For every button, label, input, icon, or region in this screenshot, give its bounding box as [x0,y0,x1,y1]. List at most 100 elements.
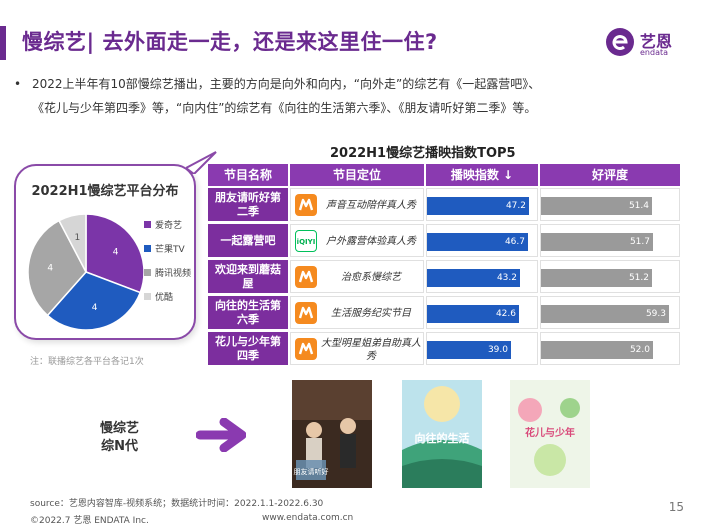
poster-caption: 朋友请听好 [294,467,329,476]
pie-slice [27,219,87,317]
table-title: 2022H1慢综艺播映指数TOP5 [330,146,516,161]
table-row: 一起露营吧 iQIYI 户外露营体验真人秀 46.7 51.7 [208,224,680,259]
show-position-cell: iQIYI 户外露营体验真人秀 [290,224,424,257]
legend-label: 优酷 [155,292,174,303]
summary-bullet: • 2022上半年有10部慢综艺播出，主要的方向是向外和向内，“向外走”的综艺有… [14,72,694,120]
show-name: 一起露营吧 [208,224,288,257]
legend-swatch [144,244,151,252]
good-rating-value: 51.4 [628,201,649,211]
pie-slice-label: 4 [113,248,119,258]
play-index-bar: 43.2 [427,269,520,287]
good-rating-value: 51.2 [628,273,649,283]
show-position-text: 声音互动陪伴真人秀 [326,200,416,211]
website-link[interactable]: www.endata.com.cn [262,513,354,523]
svg-text:iQIYI: iQIYI [297,238,316,246]
legend-item: 芒果TV [144,236,191,260]
bullet-line-2: 《花儿与少年第四季》等，“向内住”的综艺有《向往的生活第六季》、《朋友请听好第二… [32,101,537,115]
platform-pie-chart: 4 4 4 1 [27,213,145,331]
good-rating-value: 52.0 [629,345,650,355]
play-index-bar: 42.6 [427,305,519,323]
bubble-tail [186,151,217,174]
table-row: 欢迎来到蘑菇屋 治愈系慢综艺 43.2 51.2 [208,260,680,295]
play-index-cell: 39.0 [426,332,538,365]
table-row: 向往的生活第六季 生活服务纪实节目 42.6 59.3 [208,296,680,331]
mango-tv-icon [295,302,317,324]
show-position-text: 生活服务纪实节目 [331,308,411,319]
header-good-rating: 好评度 [540,164,680,186]
play-index-value: 46.7 [504,237,525,247]
gen-label-line-1: 慢综艺 [100,421,140,436]
poster-caption: 向往的生活 [415,431,470,445]
pie-slice-label: 4 [92,303,98,313]
good-rating-bar: 51.2 [541,269,652,287]
table-row: 朋友请听好第二季 声音互动陪伴真人秀 47.2 51.4 [208,188,680,223]
logo-text: 艺恩 [640,32,673,51]
good-rating-value: 51.7 [629,237,650,247]
legend-swatch [144,268,151,276]
play-index-cell: 46.7 [426,224,538,257]
play-index-bar: 39.0 [427,341,511,359]
poster-huaer: 花儿与少年 [510,380,590,488]
legend-label: 爱奇艺 [155,220,183,231]
right-arrow-icon [196,418,246,452]
play-index-bar: 47.2 [427,197,529,215]
good-rating-bar: 51.4 [541,197,652,215]
endata-logo-icon [606,28,634,56]
endata-logo: 艺恩 endata [604,26,688,62]
legend-swatch [144,220,151,228]
legend-swatch [144,292,151,300]
page-title: 慢综艺| 去外面走一走，还是来这里住一住? [22,30,438,54]
good-rating-cell: 51.4 [540,188,680,221]
play-index-value: 42.6 [495,309,516,319]
mango-tv-icon [295,194,317,216]
show-position-text: 大型明星姐弟自助真人秀 [321,337,421,362]
show-name: 花儿与少年第四季 [208,332,288,365]
show-position-cell: 大型明星姐弟自助真人秀 [290,332,424,365]
mango-tv-icon [295,266,317,288]
logo-subtext: endata [640,48,669,57]
show-name: 欢迎来到蘑菇屋 [208,260,288,293]
bullet-dot: • [14,77,22,91]
header-name: 节目名称 [208,164,288,186]
pie-note: 注：联播综艺各平台各记1次 [30,357,144,367]
show-position-cell: 治愈系慢综艺 [290,260,424,293]
show-position-cell: 生活服务纪实节目 [290,296,424,329]
play-index-value: 39.0 [487,345,508,355]
show-name: 向往的生活第六季 [208,296,288,329]
show-position-cell: 声音互动陪伴真人秀 [290,188,424,221]
legend-label: 腾讯视频 [155,268,192,279]
play-index-bar: 46.7 [427,233,528,251]
table-row: 花儿与少年第四季 大型明星姐弟自助真人秀 39.0 52.0 [208,332,680,367]
pie-slice [58,213,87,273]
pie-slice-label: 1 [75,233,81,243]
pie-slice [46,271,142,331]
legend-item: 爱奇艺 [144,212,191,236]
legend-item: 腾讯视频 [144,260,191,284]
play-index-value: 47.2 [505,201,526,211]
bullet-line-1: 2022上半年有10部慢综艺播出，主要的方向是向外和向内，“向外走”的综艺有《一… [32,77,541,91]
show-position-text: 户外露营体验真人秀 [326,236,416,247]
show-name: 朋友请听好第二季 [208,188,288,221]
header-play-index[interactable]: 播映指数 ↓ [426,164,538,186]
good-rating-cell: 59.3 [540,296,680,329]
source-note: source：艺恩内容智库-视频系统；数据统计时间：2022.1.1-2022.… [30,499,324,509]
iqiyi-icon: iQIYI [295,230,317,252]
pie-chart-title: 2022H1慢综艺平台分布 [31,184,179,199]
legend-label: 芒果TV [155,244,185,255]
gen-label-line-2: 综N代 [101,439,138,454]
play-index-cell: 47.2 [426,188,538,221]
play-index-value: 43.2 [496,273,517,283]
good-rating-bar: 52.0 [541,341,653,359]
poster-xiangwang: 向往的生活 [402,380,482,488]
legend-item: 优酷 [144,284,191,308]
pie-slice [85,213,145,294]
good-rating-bar: 51.7 [541,233,653,251]
pie-legend: 爱奇艺芒果TV 腾讯视频优酷 [144,212,191,308]
play-index-cell: 42.6 [426,296,538,329]
page-number: 15 [668,500,684,514]
pie-slice-label: 4 [47,264,53,274]
good-rating-value: 59.3 [645,309,666,319]
poster-pengyou: 朋友请听好 [292,380,372,488]
poster-caption: 花儿与少年 [525,426,575,439]
header-position: 节目定位 [290,164,424,186]
